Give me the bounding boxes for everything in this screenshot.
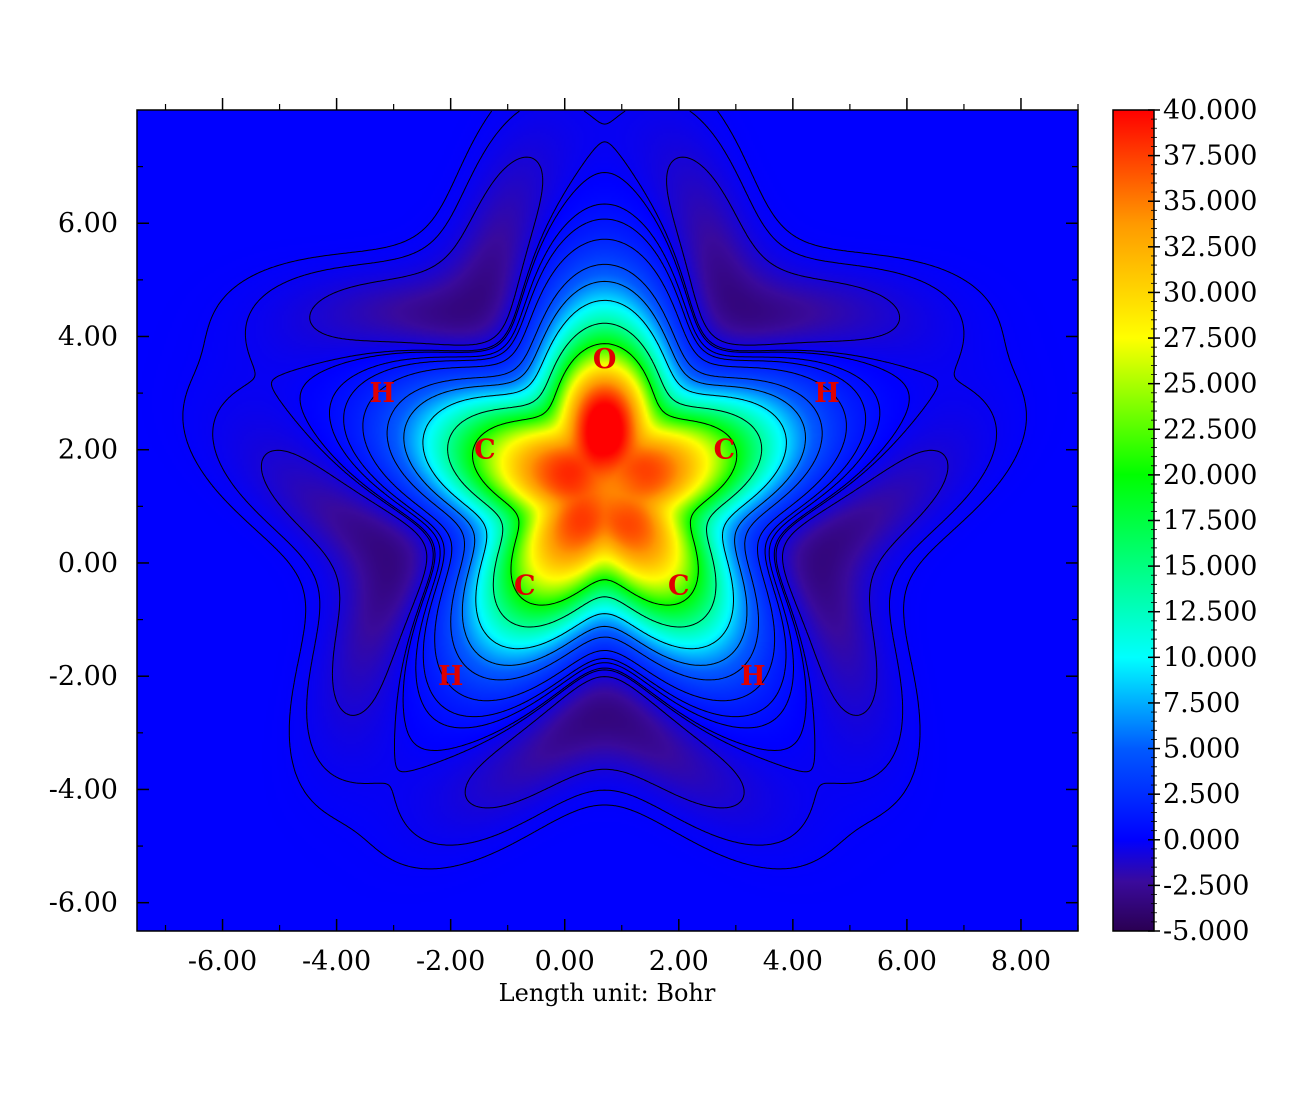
y-tick-label: -6.00 xyxy=(49,888,118,919)
colorbar-tick-label: 25.000 xyxy=(1163,369,1257,400)
atom-label-h: H xyxy=(369,378,395,409)
y-tick-label: 0.00 xyxy=(58,548,118,579)
colorbar-tick-label: 37.500 xyxy=(1163,141,1257,172)
colorbar-tick-label: -2.500 xyxy=(1163,870,1249,901)
colorbar-tick-label: 22.500 xyxy=(1163,414,1257,445)
atom-label-o: O xyxy=(593,344,617,375)
colorbar-tick-label: 12.500 xyxy=(1163,597,1257,628)
colorbar-tick-label: -5.000 xyxy=(1163,916,1249,947)
atom-label-h: H xyxy=(814,378,840,409)
colorbar-gradient xyxy=(1112,109,1155,932)
y-tick-label: -2.00 xyxy=(49,661,118,692)
colorbar-tick-label: 35.000 xyxy=(1163,186,1257,217)
negative-contour-line xyxy=(182,110,1027,870)
colorbar-tick-label: 40.000 xyxy=(1163,95,1257,126)
atom-label-c: C xyxy=(668,571,690,602)
negative-contour-line xyxy=(212,110,998,846)
colorbar-tick-label: 2.500 xyxy=(1163,779,1240,810)
x-tick-label: 8.00 xyxy=(991,946,1051,977)
x-tick-label: 0.00 xyxy=(535,946,595,977)
atom-label-h: H xyxy=(438,661,464,692)
atom-label-h: H xyxy=(740,661,766,692)
y-tick-label: -4.00 xyxy=(49,774,118,805)
positive-contour-line xyxy=(329,203,881,729)
colorbar-tick-label: 32.500 xyxy=(1163,232,1257,263)
positive-contour-line xyxy=(362,238,847,702)
positive-contour-line xyxy=(343,218,867,718)
positive-contour-line xyxy=(386,263,823,681)
y-tick-label: 6.00 xyxy=(58,208,118,239)
colorbar-tick-label: 10.000 xyxy=(1163,642,1257,673)
heatmap-image xyxy=(137,110,1078,931)
colorbar-tick-label: 20.000 xyxy=(1163,460,1257,491)
colorbar-tick-label: 15.000 xyxy=(1163,551,1257,582)
colorbar-tick-label: 30.000 xyxy=(1163,277,1257,308)
colorbar-ticks: 40.000 37.500 35.000 32.500 30.000 27.500 25.0… xyxy=(1148,95,1257,947)
colorbar-tick-label: 0.000 xyxy=(1163,825,1240,856)
colorbar-tick-label: 5.000 xyxy=(1163,734,1240,765)
x-tick-label: 2.00 xyxy=(649,946,709,977)
x-axis: -6.00 -4.00 -2.00 0.00 2.00 4.00 6.00 8.00 xyxy=(164,98,1079,977)
y-tick-label: 4.00 xyxy=(58,321,118,352)
positive-contour-line xyxy=(472,343,738,606)
x-tick-label: 4.00 xyxy=(763,946,823,977)
y-tick-label: 2.00 xyxy=(58,435,118,466)
x-axis-title: Length unit: Bohr xyxy=(499,979,716,1007)
x-tick-label: -6.00 xyxy=(188,946,257,977)
positive-contour-line xyxy=(422,299,787,650)
colorbar-tick-label: 27.500 xyxy=(1163,323,1257,354)
negative-contour-line xyxy=(260,156,949,809)
colorbar: 40.000 37.500 35.000 32.500 30.000 27.500 25.0… xyxy=(1112,95,1257,947)
positive-contour-line xyxy=(403,280,806,666)
plot-frame xyxy=(136,109,1079,932)
contour-lines xyxy=(182,110,1027,870)
atom-labels: O C C C C H H H H xyxy=(369,344,839,692)
atom-label-c: C xyxy=(474,435,496,466)
plot-area: O C C C C H H H H xyxy=(136,109,1079,932)
positive-contour-line xyxy=(447,322,763,628)
y-axis: -6.00 -4.00 -2.00 0.00 2.00 4.00 6.00 xyxy=(49,166,1078,919)
colorbar-tick-label: 7.500 xyxy=(1163,688,1240,719)
x-tick-label: -2.00 xyxy=(416,946,485,977)
colorbar-tick-label: 17.500 xyxy=(1163,506,1257,537)
x-tick-label: 6.00 xyxy=(877,946,937,977)
atom-label-c: C xyxy=(714,435,736,466)
atom-label-c: C xyxy=(514,571,536,602)
x-tick-label: -4.00 xyxy=(302,946,371,977)
